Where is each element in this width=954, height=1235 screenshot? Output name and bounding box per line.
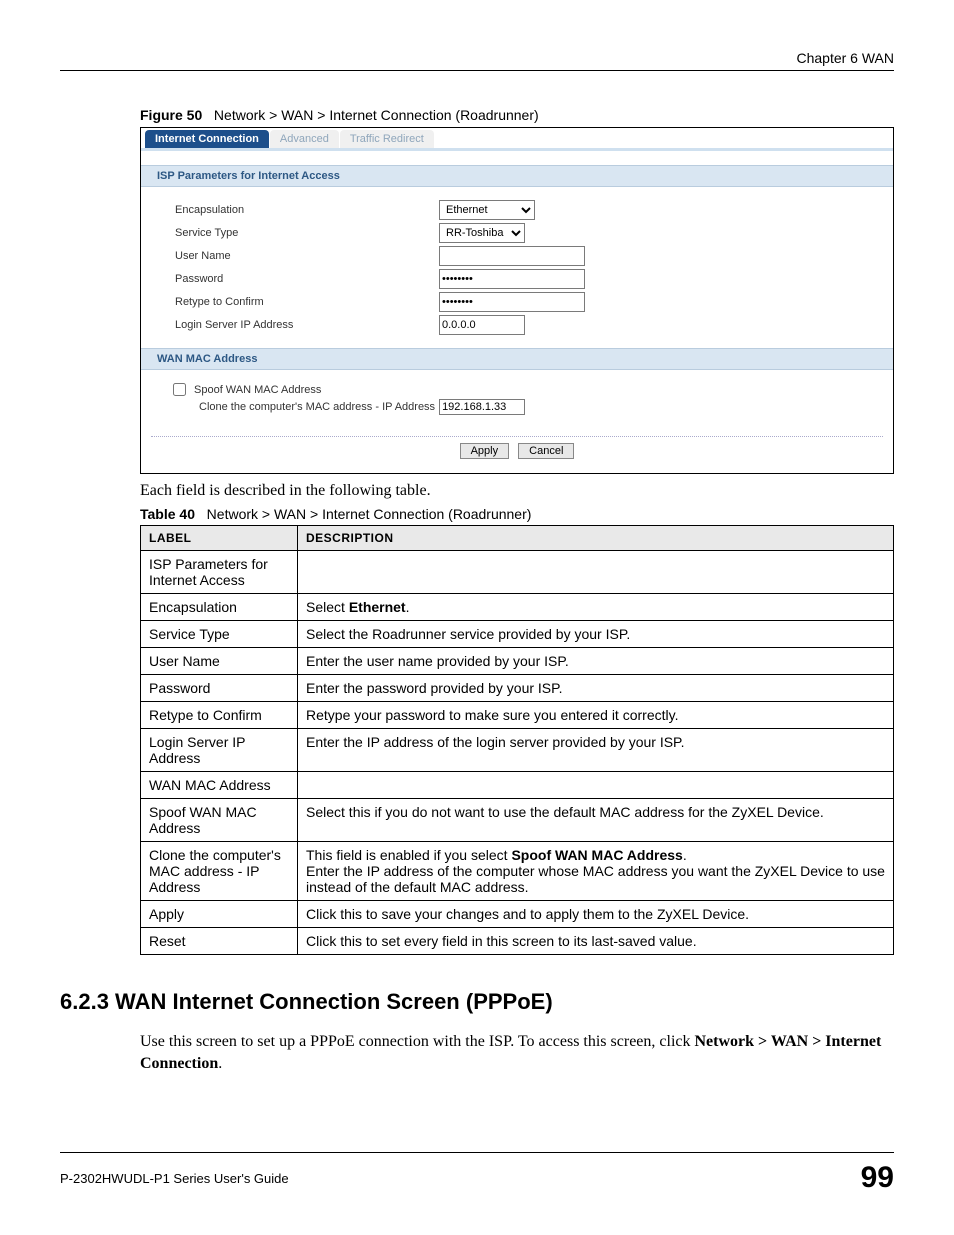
table-cell-desc [298, 551, 894, 594]
tab-advanced[interactable]: Advanced [270, 130, 339, 148]
retype-input[interactable] [439, 292, 585, 312]
password-input[interactable] [439, 269, 585, 289]
table-cell-label: Retype to Confirm [141, 702, 298, 729]
table-label: Table 40 [140, 506, 195, 522]
username-input[interactable] [439, 246, 585, 266]
figure-label: Figure 50 [140, 107, 202, 123]
tab-internet-connection[interactable]: Internet Connection [145, 130, 269, 148]
table-cell-desc: Click this to save your changes and to a… [298, 901, 894, 928]
table-cell-desc: Select the Roadrunner service provided b… [298, 621, 894, 648]
table-row: ResetClick this to set every field in th… [141, 928, 894, 955]
servicetype-select[interactable]: RR-Toshiba [439, 223, 525, 243]
section-wan-mac: WAN MAC Address [141, 348, 893, 370]
chapter-header: Chapter 6 WAN [60, 50, 894, 66]
servicetype-label: Service Type [147, 227, 439, 239]
table-cell-desc: Enter the user name provided by your ISP… [298, 648, 894, 675]
table-row: ApplyClick this to save your changes and… [141, 901, 894, 928]
screenshot-panel: Internet Connection Advanced Traffic Red… [140, 127, 894, 474]
clone-ip-input[interactable] [439, 399, 525, 415]
page-footer: P-2302HWUDL-P1 Series User's Guide 99 [60, 1152, 894, 1195]
table-cell-desc: Enter the password provided by your ISP. [298, 675, 894, 702]
figure-caption-text: Network > WAN > Internet Connection (Roa… [214, 107, 539, 123]
table-cell-label: Service Type [141, 621, 298, 648]
tab-bar: Internet Connection Advanced Traffic Red… [141, 128, 893, 151]
table-row: Service TypeSelect the Roadrunner servic… [141, 621, 894, 648]
table-row: EncapsulationSelect Ethernet. [141, 594, 894, 621]
table-row: Login Server IP AddressEnter the IP addr… [141, 729, 894, 772]
table-cell-desc: Enter the IP address of the login server… [298, 729, 894, 772]
retype-label: Retype to Confirm [147, 296, 439, 308]
table-row: WAN MAC Address [141, 772, 894, 799]
footer-guide: P-2302HWUDL-P1 Series User's Guide [60, 1171, 289, 1186]
th-description: DESCRIPTION [298, 526, 894, 551]
table-cell-desc: Select Ethernet. [298, 594, 894, 621]
th-label: LABEL [141, 526, 298, 551]
button-bar: Apply Cancel [151, 436, 883, 473]
table-row: Spoof WAN MAC AddressSelect this if you … [141, 799, 894, 842]
table-caption-text: Network > WAN > Internet Connection (Roa… [207, 506, 532, 522]
apply-button[interactable]: Apply [460, 443, 510, 459]
table-cell-desc: This field is enabled if you select Spoo… [298, 842, 894, 901]
table-cell-label: ISP Parameters for Internet Access [141, 551, 298, 594]
divider-top [60, 70, 894, 71]
section-isp-params: ISP Parameters for Internet Access [141, 165, 893, 187]
table-cell-desc: Retype your password to make sure you en… [298, 702, 894, 729]
encapsulation-label: Encapsulation [147, 204, 439, 216]
intro-text: Each field is described in the following… [140, 482, 894, 500]
spoof-mac-label: Spoof WAN MAC Address [194, 384, 321, 396]
divider-bottom [60, 1152, 894, 1153]
mac-form: Spoof WAN MAC Address Clone the computer… [141, 370, 893, 436]
isp-form: Encapsulation Ethernet Service Type RR-T… [141, 187, 893, 348]
table-row: Retype to ConfirmRetype your password to… [141, 702, 894, 729]
clone-mac-label: Clone the computer's MAC address - IP Ad… [199, 401, 435, 413]
spoof-mac-checkbox[interactable] [173, 383, 186, 396]
loginserver-label: Login Server IP Address [147, 319, 439, 331]
table-cell-label: Spoof WAN MAC Address [141, 799, 298, 842]
table-cell-label: Apply [141, 901, 298, 928]
table-row: ISP Parameters for Internet Access [141, 551, 894, 594]
table-cell-desc: Select this if you do not want to use th… [298, 799, 894, 842]
table-caption: Table 40 Network > WAN > Internet Connec… [140, 506, 894, 522]
table-cell-label: User Name [141, 648, 298, 675]
section-paragraph: Use this screen to set up a PPPoE connec… [140, 1031, 894, 1074]
table-cell-desc: Click this to set every field in this sc… [298, 928, 894, 955]
tab-traffic-redirect[interactable]: Traffic Redirect [340, 130, 434, 148]
loginserver-input[interactable] [439, 315, 525, 335]
username-label: User Name [147, 250, 439, 262]
table-row: User NameEnter the user name provided by… [141, 648, 894, 675]
table-cell-label: Encapsulation [141, 594, 298, 621]
table-cell-label: Clone the computer's MAC address - IP Ad… [141, 842, 298, 901]
table-cell-desc [298, 772, 894, 799]
table-row: PasswordEnter the password provided by y… [141, 675, 894, 702]
figure-caption: Figure 50 Network > WAN > Internet Conne… [140, 107, 894, 123]
table-cell-label: Password [141, 675, 298, 702]
footer-page-number: 99 [861, 1161, 894, 1195]
table-cell-label: Login Server IP Address [141, 729, 298, 772]
cancel-button[interactable]: Cancel [518, 443, 574, 459]
table-row: Clone the computer's MAC address - IP Ad… [141, 842, 894, 901]
encapsulation-select[interactable]: Ethernet [439, 200, 535, 220]
section-heading: 6.2.3 WAN Internet Connection Screen (PP… [60, 989, 894, 1015]
password-label: Password [147, 273, 439, 285]
description-table: LABEL DESCRIPTION ISP Parameters for Int… [140, 525, 894, 955]
table-cell-label: Reset [141, 928, 298, 955]
table-cell-label: WAN MAC Address [141, 772, 298, 799]
